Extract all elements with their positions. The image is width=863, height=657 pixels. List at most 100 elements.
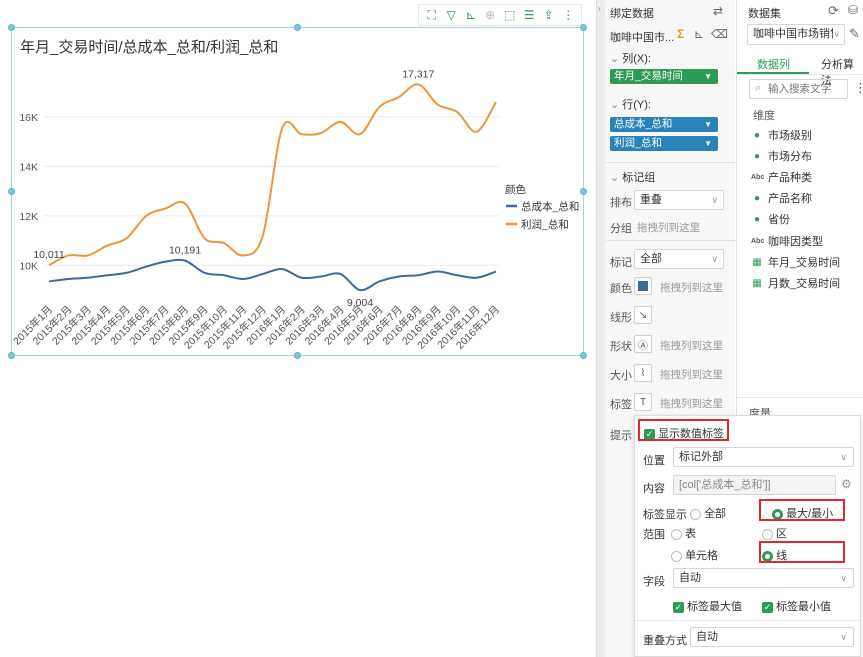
field-select[interactable]: 自动 ∨: [673, 568, 854, 588]
data-label: 10,011: [33, 249, 64, 261]
overlap-select[interactable]: 自动 ∨: [690, 627, 854, 647]
active-tab-indicator: [737, 72, 809, 74]
dimension-header: 维度: [753, 110, 775, 122]
chevron-right-icon: ›: [598, 4, 601, 13]
line-label: 线形: [610, 312, 632, 324]
resize-handle[interactable]: [294, 24, 301, 31]
radio-all[interactable]: 全部: [690, 505, 726, 521]
color-swatch: [638, 281, 648, 291]
check-icon: ✓: [673, 601, 684, 613]
check-icon: ✓: [644, 428, 655, 440]
database-icon[interactable]: ⛁: [848, 3, 859, 17]
swap-icon[interactable]: ⇄: [713, 4, 724, 18]
shape-label: 形状: [610, 341, 632, 353]
hierarchy-icon[interactable]: ⊾: [694, 27, 705, 41]
radio-selected-icon: [772, 508, 783, 520]
more-icon[interactable]: ⋮: [562, 8, 575, 22]
search-box[interactable]: ⌕: [749, 79, 848, 99]
rows-field-pill[interactable]: 总成本_总和 ▼: [610, 117, 718, 132]
label-max-checkbox[interactable]: ✓ 标签最大值: [673, 601, 743, 613]
resize-handle[interactable]: [580, 188, 587, 195]
radio-table[interactable]: 表: [671, 525, 696, 541]
radio-zone[interactable]: 区: [762, 525, 787, 541]
mark-select[interactable]: 全部 ∨: [634, 249, 724, 269]
value-label-popup: ✓ 显示数值标签 位置 标记外部 ∨ 内容 [col['总成本_总和']] ⚙ 标…: [634, 415, 861, 657]
divider: [737, 74, 863, 75]
radio-icon: [671, 550, 682, 562]
position-select[interactable]: 标记外部 ∨: [673, 447, 854, 467]
dimension-item[interactable]: ● 市场分布: [751, 148, 812, 164]
expand-icon[interactable]: ⛶: [427, 8, 436, 22]
dimension-item[interactable]: ▦ 月数_交易时间: [752, 277, 841, 291]
line-style-icon[interactable]: ↘: [634, 306, 652, 324]
radio-icon: [690, 508, 701, 520]
dimension-item[interactable]: ● 省份: [751, 211, 790, 227]
chart-title: 年月_交易时间/总成本_总和/利润_总和: [20, 39, 279, 56]
dataset-title: 数据集: [748, 8, 781, 20]
edit-icon[interactable]: ✎: [849, 26, 860, 41]
filter-icon[interactable]: ▽: [446, 8, 456, 22]
show-value-label-checkbox[interactable]: ✓ 显示数值标签: [644, 428, 725, 440]
shape-icon[interactable]: Ⓐ: [634, 335, 652, 353]
y-tick-label: 12K: [19, 211, 38, 223]
more-icon[interactable]: ⋮: [854, 80, 863, 95]
export-icon[interactable]: ⇪: [543, 8, 554, 22]
resize-handle[interactable]: [580, 352, 587, 359]
tab-analysis-algorithm[interactable]: 分析算法: [821, 59, 854, 87]
chevron-down-icon: ∨: [833, 25, 840, 44]
sum-icon[interactable]: Σ: [677, 27, 685, 41]
radio-max-min[interactable]: 最大/最小: [772, 505, 833, 521]
resize-handle[interactable]: [8, 24, 15, 31]
content-label: 内容: [643, 483, 665, 495]
check-icon: ✓: [762, 601, 773, 613]
label-min-checkbox[interactable]: ✓ 标签最小值: [762, 601, 832, 613]
eraser-icon[interactable]: ⌫: [711, 27, 728, 41]
arrange-select[interactable]: 重叠 ∨: [634, 190, 724, 210]
size-icon[interactable]: ⌇: [634, 364, 652, 382]
radio-line[interactable]: 线: [762, 547, 787, 563]
dataset-select[interactable]: 咖啡中国市场销售 ∨: [747, 24, 845, 45]
resize-handle[interactable]: [580, 24, 587, 31]
content-field[interactable]: [col['总成本_总和']]: [673, 475, 836, 495]
resize-handle[interactable]: [8, 352, 15, 359]
color-picker[interactable]: [634, 277, 652, 295]
mark-group-label: ⌄ 标记组: [610, 172, 656, 184]
axis-icon[interactable]: ⊾: [465, 8, 476, 22]
rows-field-pill[interactable]: 利润_总和 ▼: [610, 136, 718, 151]
columns-field-pill[interactable]: 年月_交易时间 ▼: [610, 69, 718, 84]
resize-handle[interactable]: [294, 352, 301, 359]
dimension-item[interactable]: ▦ 年月_交易时间: [752, 256, 841, 270]
collapse-bar[interactable]: ›: [597, 0, 605, 657]
radio-icon: [762, 528, 773, 540]
refresh-icon[interactable]: ⟳: [828, 3, 839, 18]
y-tick-label: 10K: [19, 260, 38, 272]
abc-icon: Abc: [751, 173, 765, 181]
y-tick-label: 16K: [19, 112, 38, 124]
binding-panel: › 绑定数据 ⇄ 咖啡中国市... Σ ⊾ ⌫ ⌄ 列(X): 年月_交易时间 ▼ …: [596, 0, 736, 657]
resize-handle[interactable]: [8, 188, 15, 195]
radio-cell[interactable]: 单元格: [671, 547, 718, 563]
series-line: [48, 258, 497, 292]
list-icon[interactable]: ☰: [523, 8, 535, 22]
label-icon[interactable]: T: [634, 393, 652, 411]
label-label: 标签: [610, 399, 632, 411]
search-input[interactable]: [768, 82, 846, 96]
size-drop-zone[interactable]: 拖拽列到这里: [660, 369, 723, 381]
label-drop-zone[interactable]: 拖拽列到这里: [660, 398, 723, 410]
dimension-item[interactable]: ● 产品名称: [751, 190, 812, 206]
zoom-icon[interactable]: ⊕: [485, 8, 496, 22]
dimension-item[interactable]: Abc 咖啡因类型: [751, 236, 823, 248]
gear-icon[interactable]: ⚙: [841, 477, 852, 491]
field-label: 字段: [643, 576, 665, 588]
chevron-down-icon: ∨: [840, 452, 847, 462]
color-drop-zone[interactable]: 拖拽列到这里: [660, 282, 723, 294]
dimension-item[interactable]: Abc 产品种类: [751, 172, 812, 184]
globe-icon: ●: [753, 129, 761, 141]
group-drop-zone[interactable]: 拖拽列到这里: [637, 222, 700, 234]
tab-data-columns[interactable]: 数据列: [757, 59, 790, 71]
dimension-item[interactable]: ● 市场级别: [751, 127, 812, 143]
arrange-label: 排布: [610, 197, 632, 209]
select-icon[interactable]: ⬚: [504, 8, 516, 22]
shape-drop-zone[interactable]: 拖拽列到这里: [660, 340, 723, 352]
binding-dataset: 咖啡中国市...: [610, 32, 675, 44]
